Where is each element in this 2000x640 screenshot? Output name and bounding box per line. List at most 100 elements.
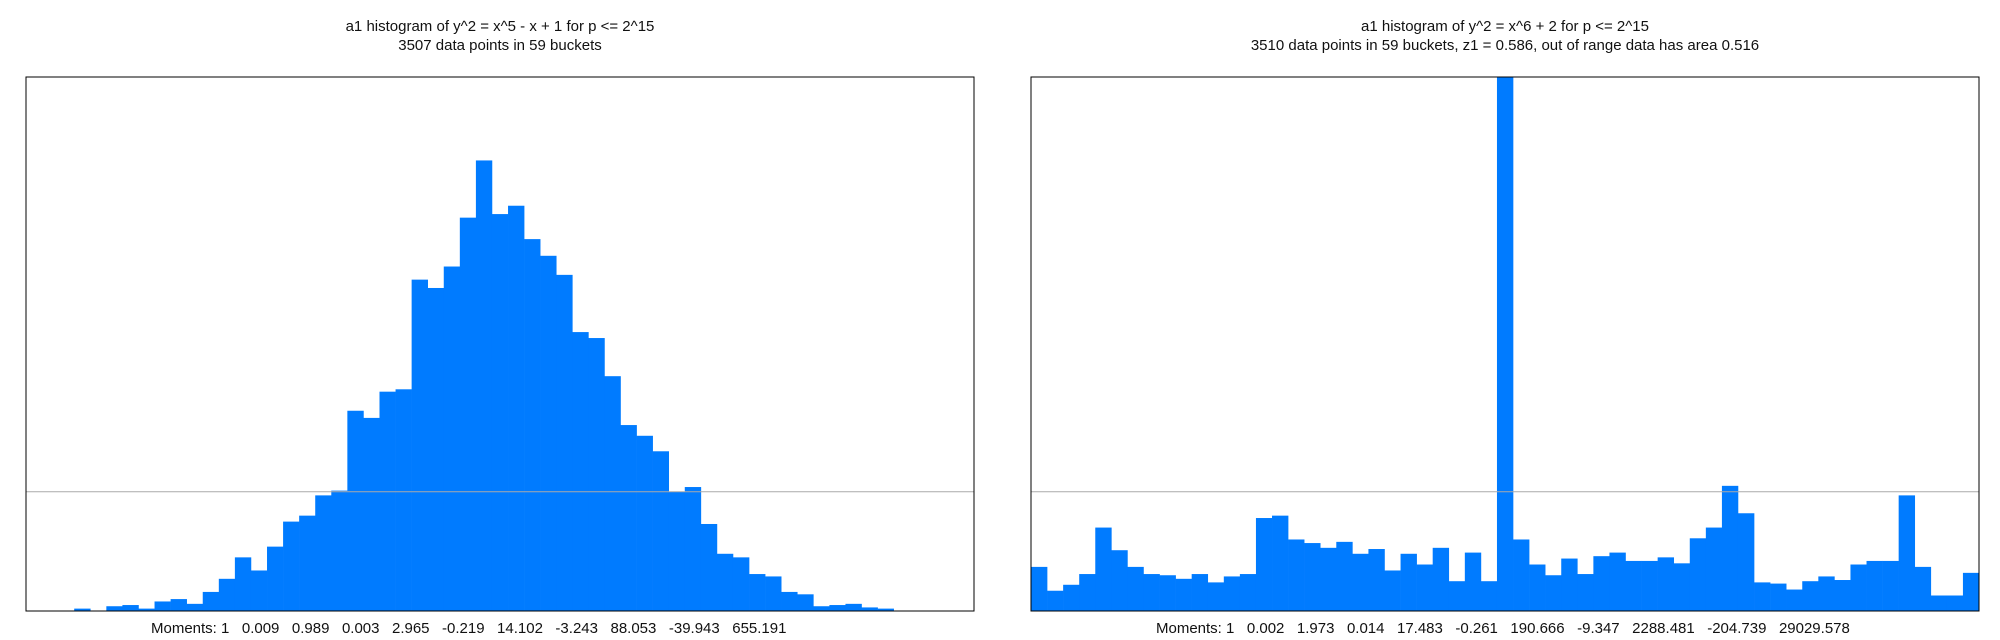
bar — [700, 523, 718, 611]
chart-title: a1 histogram of y^2 = x^5 - x + 1 for p … — [346, 18, 655, 35]
bar — [1304, 543, 1321, 611]
bar — [604, 376, 621, 611]
bar — [1159, 575, 1176, 611]
bar — [395, 389, 412, 611]
bar — [154, 601, 171, 611]
bar — [363, 417, 380, 611]
bar — [1593, 556, 1610, 611]
bar — [813, 606, 830, 611]
bar — [1705, 527, 1723, 611]
bar — [1336, 541, 1353, 611]
bar — [1609, 552, 1626, 611]
bar — [508, 205, 525, 611]
bar — [411, 279, 428, 611]
bar — [1946, 595, 1964, 611]
bar — [1689, 538, 1707, 611]
bar — [1175, 578, 1192, 611]
bar — [1400, 553, 1417, 611]
bar — [1770, 583, 1787, 611]
bar — [299, 515, 316, 611]
bar — [1786, 589, 1803, 611]
bar — [250, 570, 268, 611]
bar — [732, 557, 750, 611]
bar — [1673, 563, 1691, 611]
bar — [636, 435, 653, 611]
bar — [1641, 560, 1658, 611]
plot-frame — [1030, 76, 1980, 612]
moments: Moments: 1 0.009 0.989 0.003 2.965 -0.21… — [151, 620, 786, 637]
bar — [1448, 581, 1466, 611]
bar — [716, 553, 734, 611]
bar — [1384, 570, 1401, 611]
plot-frame — [25, 76, 975, 612]
bar — [186, 603, 204, 611]
bar — [749, 574, 766, 611]
bar — [1898, 495, 1916, 611]
bar — [1111, 550, 1128, 611]
bar — [234, 557, 252, 611]
bar — [283, 521, 300, 611]
bar — [540, 255, 557, 611]
bar — [1223, 576, 1241, 611]
bar — [1914, 566, 1932, 611]
bar — [765, 576, 782, 611]
bar — [1031, 566, 1048, 611]
bar — [684, 487, 702, 611]
bar — [1191, 574, 1209, 611]
bar — [652, 451, 670, 611]
bar — [1513, 539, 1530, 611]
bar — [331, 490, 348, 611]
bar — [1352, 553, 1369, 611]
bar — [1818, 576, 1835, 611]
bar — [1239, 574, 1257, 611]
bar — [845, 603, 862, 611]
bar — [1143, 574, 1160, 611]
bar — [1480, 581, 1498, 611]
bar — [347, 410, 364, 611]
chart-subtitle: 3507 data points in 59 buckets — [398, 37, 601, 54]
bar — [1850, 564, 1867, 611]
bar — [443, 266, 461, 611]
bar — [1432, 547, 1450, 611]
bar — [122, 605, 139, 611]
bar — [1545, 575, 1562, 611]
bar — [877, 608, 894, 611]
bar — [781, 591, 798, 611]
bar — [1657, 557, 1675, 611]
bar — [315, 495, 332, 611]
bar — [1754, 582, 1771, 611]
bar — [572, 332, 589, 611]
bar — [524, 239, 541, 611]
bar — [1802, 581, 1819, 611]
bar — [1721, 485, 1739, 611]
bar — [1577, 574, 1594, 611]
bar — [1079, 574, 1096, 611]
bar — [1529, 564, 1546, 611]
bar — [1127, 566, 1144, 611]
bar — [1464, 552, 1482, 611]
bar — [1416, 564, 1433, 611]
bar — [1320, 547, 1337, 611]
bar — [1496, 77, 1514, 611]
bar — [459, 217, 477, 611]
bar — [106, 606, 123, 611]
bar — [427, 287, 445, 611]
bar — [1737, 513, 1755, 611]
bar — [668, 491, 686, 611]
moments: Moments: 1 0.002 1.973 0.014 17.483 -0.2… — [1156, 620, 1850, 637]
bar — [1561, 558, 1578, 611]
bar — [829, 605, 846, 611]
bar — [1288, 539, 1305, 611]
bar — [1930, 595, 1948, 611]
bar — [1095, 527, 1112, 611]
bar — [1207, 582, 1225, 611]
bar — [1255, 518, 1273, 611]
bar — [556, 274, 573, 611]
bar — [1882, 560, 1899, 611]
bar — [170, 599, 187, 611]
bar — [1834, 580, 1851, 611]
bar — [202, 591, 220, 611]
bar — [620, 425, 637, 611]
bar — [1047, 590, 1064, 611]
